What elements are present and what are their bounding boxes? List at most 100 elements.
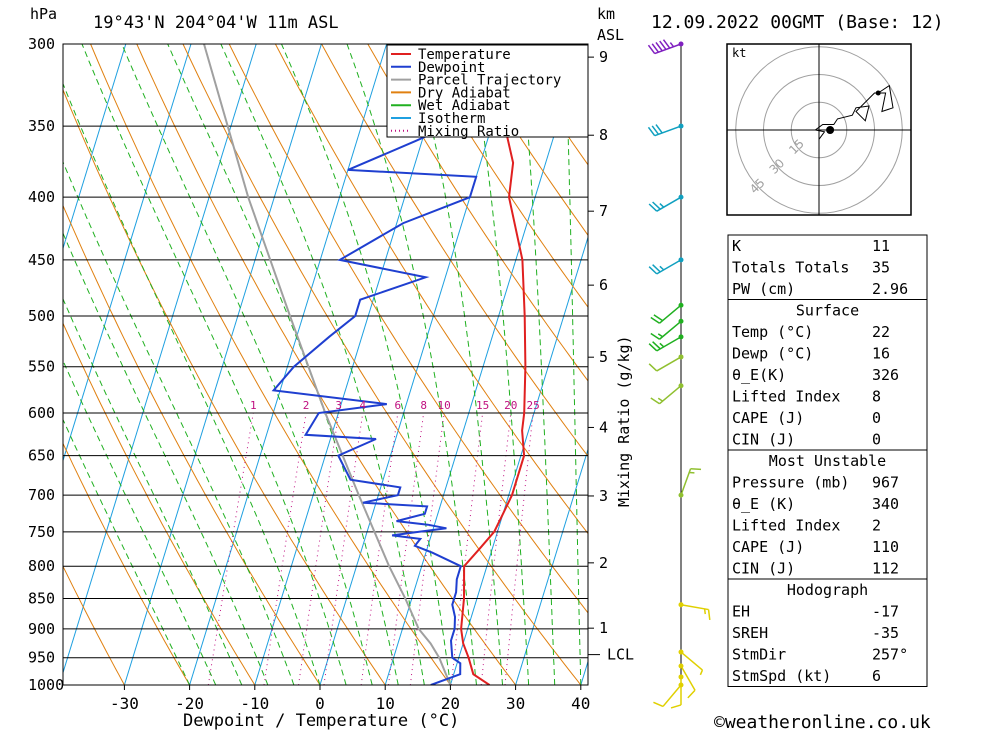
wind-barb: [678, 649, 704, 676]
temperature-tick-label: -20: [175, 694, 204, 713]
wind-barb-flag: [650, 397, 660, 405]
legend-item-label: Isotherm: [418, 111, 485, 127]
background-grid: [63, 44, 588, 685]
mixing-ratio-label: 25: [527, 399, 540, 412]
index-label: CIN (J): [732, 431, 795, 449]
indices-table: K 11 Totals Totals 35 PW (cm) 2.96 Surface Temp…: [727, 234, 928, 687]
parcel-trajectory-line: [203, 44, 452, 685]
wind-barb: [650, 302, 684, 324]
index-label: Temp (°C): [732, 323, 813, 341]
index-value: 340: [872, 495, 899, 513]
wind-barb-flag: [651, 125, 660, 135]
wind-barb-half-flag: [659, 203, 665, 208]
wind-barb-dot: [678, 682, 684, 688]
wind-barb-half-flag: [699, 669, 704, 676]
temperature-tick-label: 20: [441, 694, 460, 713]
wind-barb-staff: [659, 320, 682, 340]
pressure-tick-label: 300: [28, 35, 55, 53]
wind-barb-dot: [678, 302, 684, 308]
wind-barb-staff: [656, 259, 682, 275]
isotherm-line: [384, 44, 583, 685]
dry-adiabat-line: [63, 565, 125, 685]
wind-barb-dot: [678, 674, 684, 680]
mixing-ratio-label: 10: [438, 399, 451, 412]
temperature-tick-label: -10: [240, 694, 269, 713]
mixing-ratio-label: 15: [476, 399, 489, 412]
dry-adiabat-line: [63, 88, 386, 685]
height-tick-label: 6: [599, 276, 608, 294]
indices-section-box: [727, 299, 928, 451]
mixing-ratio-label: 6: [395, 399, 402, 412]
dry-adiabat-line: [274, 44, 588, 535]
indices-section-title: Hodograph: [787, 581, 868, 599]
index-value: 257°: [872, 646, 908, 664]
isotherm-line: [123, 44, 322, 685]
height-tick-label: 5: [599, 348, 608, 366]
location-title: 19°43'N 204°04'W 11m ASL: [93, 13, 339, 33]
index-label: Dewp (°C): [732, 345, 813, 363]
wet-adiabat-line: [220, 44, 425, 685]
wind-barb-staff: [656, 336, 682, 352]
index-label: PW (cm): [732, 280, 795, 298]
plot-frame: [62, 43, 589, 686]
wind-barb: [650, 383, 684, 405]
lcl-label: LCL: [607, 646, 634, 664]
index-label: θ_E(K): [732, 366, 786, 384]
wind-barb-flag: [690, 468, 702, 471]
pressure-tick-label: 850: [28, 589, 55, 607]
pressure-tick-label: 450: [28, 251, 55, 269]
wind-barb-half-flag: [659, 342, 665, 348]
wind-barb-flag: [653, 701, 664, 708]
wind-barb-dot: [678, 602, 684, 608]
isotherm-line: [189, 44, 388, 685]
x-axis-label: Dewpoint / Temperature (°C): [183, 711, 459, 731]
legend-box: [386, 44, 589, 138]
index-label: θ_E (K): [732, 495, 795, 513]
wind-barb-staff: [656, 196, 682, 212]
wind-barb-half-flag: [657, 397, 664, 402]
wet-adiabat-line: [167, 44, 399, 685]
index-value: 11: [872, 237, 890, 255]
index-label: Lifted Index: [732, 517, 840, 535]
index-label: CIN (J): [732, 560, 795, 578]
index-value: 8: [872, 388, 881, 406]
wind-barb: [678, 602, 711, 621]
legend-item-label: Wet Adiabat: [418, 98, 511, 114]
legend-item-label: Dry Adiabat: [418, 85, 511, 101]
height-tick-label: 4: [599, 418, 608, 436]
temperature-tick-label: 10: [376, 694, 395, 713]
wind-barb-flag: [655, 42, 663, 52]
storm-motion-marker: [826, 126, 835, 134]
wind-barb: [653, 682, 684, 708]
index-label: SREH: [732, 624, 768, 642]
dry-adiabat-line: [459, 44, 588, 237]
wind-barb-dot: [678, 194, 684, 200]
wet-adiabat-line: [63, 160, 295, 685]
wind-barb-staff: [654, 125, 682, 137]
mixing-ratio-label: 20: [504, 399, 517, 412]
temperature-tick-label: 0: [315, 694, 325, 713]
wind-barb-staff: [662, 684, 682, 707]
legend-item-label: Temperature: [418, 47, 511, 63]
wind-barb-staff: [680, 651, 703, 671]
wet-adiabat-line: [469, 44, 530, 685]
wind-barb-flag: [648, 343, 658, 352]
pressure-tick-label: 550: [28, 358, 55, 376]
indices-section-title: Surface: [796, 302, 859, 320]
mixing-ratio-line: [360, 412, 399, 685]
index-value: -17: [872, 603, 899, 621]
height-tick-label: 8: [599, 126, 608, 144]
wind-barb: [678, 663, 696, 699]
wind-barb-flag: [687, 689, 696, 699]
pressure-tick-label: 1000: [28, 676, 64, 694]
isotherm-line: [449, 235, 588, 685]
wind-barb-flag: [662, 39, 671, 49]
hodograph-end-point: [875, 90, 881, 96]
wind-barb-flag: [659, 40, 667, 50]
isotherm-line: [63, 44, 257, 675]
height-axis: 1 2 3 4 5 6 7 8 9 LCL: [588, 48, 634, 664]
pressure-tick-label: 650: [28, 447, 55, 465]
pressure-tick-label: 350: [28, 117, 55, 135]
index-value: 2.96: [872, 280, 908, 298]
